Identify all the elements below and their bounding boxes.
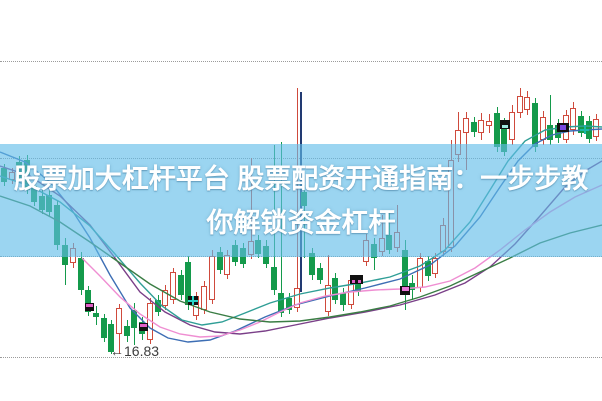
signal-marker-accent (140, 324, 147, 328)
candle-body (325, 285, 331, 312)
candle-body (432, 257, 438, 275)
price-gridline (0, 357, 602, 358)
candle-body (286, 298, 292, 310)
signal-marker-accent (188, 299, 198, 302)
low-price-annotation: ←16.83 (110, 343, 160, 359)
signal-marker (400, 286, 410, 295)
candle-body (317, 267, 323, 281)
signal-marker (139, 323, 148, 331)
candle-body (471, 122, 477, 132)
banner-title-line2: 你解锁资金杠杆 (206, 207, 396, 238)
candle-body (517, 95, 523, 114)
candle-body (178, 275, 184, 296)
candle-body (93, 312, 99, 317)
candle-body (570, 108, 576, 130)
candle-body (78, 257, 84, 291)
candle-body (85, 290, 91, 312)
candle-body (108, 323, 114, 353)
candle-body (116, 307, 122, 335)
candle-body (486, 121, 492, 126)
candle-wick (549, 94, 551, 145)
candle-body (101, 317, 107, 339)
signal-marker-accent (580, 128, 589, 131)
candle-body (170, 272, 176, 300)
candle-body (162, 290, 168, 306)
signal-marker (350, 275, 363, 284)
banner-title-line1: 股票加大杠杆平台 股票配资开通指南：一步步教 (13, 163, 589, 194)
candle-body (478, 120, 484, 133)
candle-body (524, 96, 530, 111)
signal-marker (580, 125, 589, 134)
candle-body (547, 125, 553, 140)
price-gridline (0, 61, 602, 62)
signal-marker (500, 120, 510, 129)
signal-marker (188, 296, 198, 305)
candle-body (463, 118, 469, 133)
signal-marker-accent (352, 280, 355, 283)
candle-body (271, 266, 277, 291)
candle-body (578, 116, 584, 133)
candle-body (124, 325, 130, 337)
candle-body (131, 309, 137, 328)
candle-body (294, 288, 300, 308)
candle-body (332, 278, 338, 300)
title-banner: 股票加大杠杆平台 股票配资开通指南：一步步教 你解锁资金杠杆 (0, 144, 602, 257)
signal-marker-accent (401, 287, 409, 291)
candle-body (593, 119, 599, 137)
candle-wick (465, 112, 467, 171)
signal-marker-accent (86, 304, 93, 308)
signal-marker (85, 303, 94, 311)
signal-marker-accent (560, 125, 566, 130)
signal-marker (557, 123, 569, 132)
signal-marker-accent (502, 125, 505, 128)
